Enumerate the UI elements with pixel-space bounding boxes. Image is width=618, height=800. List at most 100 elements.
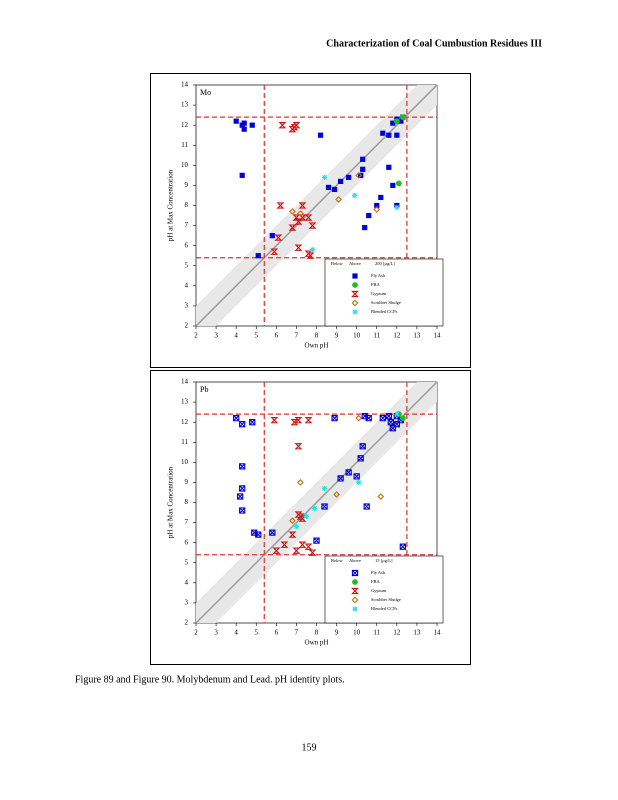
legend-label: Gypsum	[371, 291, 387, 296]
point	[360, 166, 366, 172]
point	[239, 485, 246, 492]
point	[294, 443, 303, 450]
x-tick-label: 11	[373, 332, 380, 340]
legend-label: Scrubber Sludge	[371, 597, 401, 602]
point	[393, 118, 400, 125]
y-tick-label: 10	[181, 161, 189, 169]
point	[395, 180, 402, 187]
point	[377, 493, 385, 500]
point	[313, 537, 320, 544]
point	[297, 479, 304, 486]
x-tick-label: 9	[335, 332, 339, 340]
point	[304, 214, 313, 221]
point	[355, 414, 363, 422]
point	[360, 156, 366, 162]
x-tick-label: 6	[275, 629, 279, 637]
legend-label: Gypsum	[371, 588, 387, 593]
point	[239, 421, 246, 428]
x-tick-label: 4	[234, 332, 238, 340]
y-tick-label: 2	[185, 619, 189, 627]
y-tick-label: 9	[185, 181, 189, 189]
point	[352, 606, 358, 612]
point	[294, 244, 303, 251]
legend-label: FBA	[371, 282, 381, 287]
point	[385, 412, 392, 420]
point	[233, 118, 239, 124]
legend-header: 200 [µg/L]	[375, 261, 395, 266]
y-tick-label: 7	[185, 518, 189, 526]
x-tick-label: 13	[413, 332, 421, 340]
point	[276, 202, 285, 209]
legend-label: Scrubber Sludge	[371, 300, 401, 305]
point	[274, 234, 283, 241]
legend-box	[324, 555, 444, 624]
point	[366, 212, 372, 219]
x-tick-label: 9	[335, 629, 339, 637]
point	[321, 485, 328, 492]
point	[249, 122, 255, 128]
legend-box	[324, 258, 444, 327]
point	[378, 194, 384, 201]
point	[359, 443, 366, 450]
point	[331, 415, 338, 422]
y-tick-label: 4	[185, 578, 189, 586]
x-axis-label: Own pH	[305, 639, 329, 647]
legend-label: Fly Ash	[371, 273, 386, 278]
identity-line	[195, 381, 438, 624]
point	[294, 218, 303, 225]
point	[255, 253, 261, 259]
y-tick-label: 8	[185, 498, 189, 506]
figure-caption: Figure 89 and Figure 90. Molybdenum and …	[75, 674, 345, 685]
x-tick-label: 14	[434, 629, 442, 637]
point	[294, 417, 303, 424]
y-tick-label: 7	[185, 221, 189, 229]
y-axis-label: pH at Max Concentration	[167, 169, 175, 241]
point	[241, 126, 247, 132]
point	[233, 415, 240, 422]
y-tick-label: 4	[185, 281, 189, 289]
point	[390, 182, 396, 189]
point	[365, 415, 372, 422]
chart: 2 3 4 5 6 7 8 9 10 11 12 13 14 2 3 4 5 6 7 8 9 10 11 12 13 14 Own …	[150, 370, 471, 665]
point	[352, 579, 358, 585]
point	[278, 122, 287, 129]
point	[386, 132, 392, 138]
x-tick-label: 6	[275, 332, 279, 340]
point	[351, 596, 359, 604]
page-number: 159	[302, 742, 317, 753]
y-tick-label: 10	[181, 458, 189, 466]
y-tick-label: 13	[181, 101, 189, 109]
point	[355, 171, 363, 179]
point	[280, 541, 289, 548]
point	[380, 130, 386, 136]
point	[311, 505, 318, 512]
point	[309, 247, 316, 253]
point	[345, 469, 352, 476]
point	[304, 417, 313, 424]
point	[321, 174, 328, 180]
point	[239, 172, 245, 178]
point	[337, 475, 344, 482]
x-tick-label: 12	[393, 629, 401, 637]
point	[351, 587, 359, 595]
point	[357, 455, 364, 462]
point	[298, 202, 307, 209]
point	[394, 204, 400, 211]
point	[269, 529, 276, 536]
point	[352, 309, 358, 315]
point	[239, 507, 246, 514]
point	[241, 120, 247, 126]
point	[398, 118, 404, 124]
x-tick-label: 8	[315, 629, 319, 637]
point	[331, 186, 338, 193]
x-tick-label: 7	[295, 332, 299, 340]
point	[335, 196, 342, 203]
point	[362, 224, 368, 231]
point	[399, 114, 406, 121]
point	[352, 282, 358, 288]
point	[363, 503, 370, 510]
x-tick-label: 4	[234, 629, 238, 637]
y-tick-label: 14	[181, 378, 189, 386]
point	[298, 541, 307, 548]
